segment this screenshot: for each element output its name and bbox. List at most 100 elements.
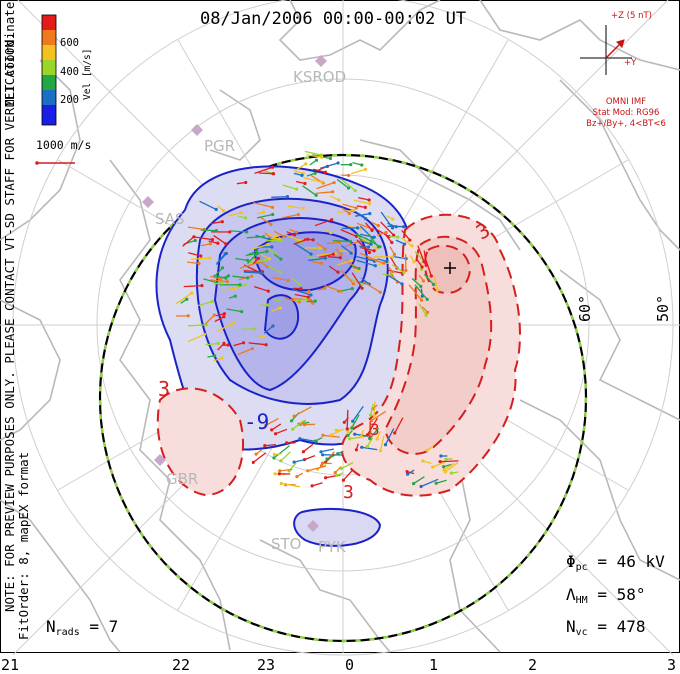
velocity-vector-origin <box>313 299 317 303</box>
velocity-vector <box>433 276 438 291</box>
velocity-vector <box>187 261 200 265</box>
velocity-vector <box>260 216 272 226</box>
velocity-vector-origin <box>255 251 259 256</box>
velocity-vector-origin <box>253 327 257 331</box>
velocity-vector <box>365 222 373 231</box>
velocity-vector-origin <box>296 213 300 217</box>
velocity-vector-origin <box>271 165 275 169</box>
velocity-vector-origin <box>306 295 310 299</box>
velocity-vector <box>227 211 242 217</box>
velocity-vector-origin <box>442 465 446 469</box>
stat-nvc-sub: vc <box>575 627 588 638</box>
velocity-vector-origin <box>350 287 354 291</box>
velocity-vector-origin <box>370 228 374 232</box>
velocity-vector-origin <box>261 235 265 239</box>
velocity-vector <box>355 232 372 242</box>
stat-phi: Φpc = 46 kV <box>566 552 665 573</box>
velocity-vector-origin <box>219 277 223 281</box>
velocity-vector-origin <box>292 414 296 418</box>
velocity-vector-origin <box>369 239 373 243</box>
disclaimer-note: NOTE: FOR PREVIEW PURPOSES ONLY. PLEASE … <box>2 32 17 612</box>
velocity-vector-origin <box>197 261 201 266</box>
velocity-vector <box>374 261 389 267</box>
velocity-vector-origin <box>222 341 226 345</box>
velocity-vector-origin <box>242 341 246 345</box>
velocity-vector-origin <box>214 229 218 233</box>
velocity-vector-origin <box>226 343 230 347</box>
velocity-vector-origin <box>265 249 269 254</box>
velocity-vector <box>360 246 375 252</box>
velocity-vector-origin <box>328 156 333 161</box>
velocity-vector-origin <box>256 256 261 260</box>
velocity-vector <box>302 185 317 196</box>
velocity-vector <box>281 482 301 488</box>
velocity-vector <box>313 168 326 173</box>
velocity-vector-origin <box>186 314 190 318</box>
velocity-vector <box>356 239 370 253</box>
velocity-vector <box>204 314 215 325</box>
velocity-vector-origin <box>292 233 297 237</box>
velocity-vector-origin <box>267 257 271 261</box>
velocity-vector-origin <box>420 265 424 269</box>
velocity-vector-origin <box>266 303 270 307</box>
velocity-vector-origin <box>298 437 302 441</box>
velocity-vector-origin <box>202 332 207 336</box>
stat-nrads: Nrads = 7 <box>46 617 118 638</box>
velocity-vector-origin <box>385 259 389 263</box>
velocity-vector-origin <box>264 258 268 262</box>
velocity-vector-origin <box>338 256 342 260</box>
velocity-vector-origin <box>295 187 299 191</box>
velocity-vector-origin <box>279 257 283 261</box>
velocity-vector <box>329 195 340 201</box>
velocity-vector-origin <box>240 310 244 314</box>
velocity-vector <box>342 203 357 209</box>
coastlines <box>0 0 680 653</box>
velocity-vector-origin <box>331 252 335 256</box>
velocity-vector <box>349 435 367 440</box>
velocity-vector-origin <box>238 283 242 287</box>
station-marker-pgr <box>191 124 203 136</box>
station-label-sto: STO <box>271 535 302 553</box>
stat-nvc-value: = 478 <box>597 617 646 636</box>
velocity-vector-origin <box>272 456 276 460</box>
map-title: 08/Jan/2006 00:00-00:02 UT <box>200 9 467 29</box>
velocity-vector-origin <box>391 270 395 274</box>
velocity-vector <box>243 271 262 274</box>
velocity-vector-origin <box>271 172 276 176</box>
velocity-vector-origin <box>239 211 243 215</box>
velocity-vector <box>282 184 297 190</box>
velocity-vector <box>230 230 247 233</box>
velocity-vector <box>271 423 282 431</box>
velocity-vector-origin <box>443 470 447 474</box>
station-marker-gbr <box>154 454 166 466</box>
velocity-vector <box>307 465 326 472</box>
velocity-vector-origin <box>282 234 286 238</box>
velocity-vector-origin <box>278 306 282 310</box>
velocity-vector-origin <box>360 445 364 449</box>
velocity-vectors <box>175 150 459 489</box>
velocity-vector <box>284 233 301 241</box>
velocity-vector-origin <box>356 226 360 230</box>
velocity-vector <box>342 469 354 481</box>
velocity-vector-origin <box>376 224 380 228</box>
velocity-vector-origin <box>314 193 318 197</box>
velocity-vector <box>200 229 217 232</box>
velocity-vector <box>311 482 323 487</box>
velocity-vector-origin <box>354 448 358 452</box>
velocity-vector <box>264 443 277 447</box>
velocity-vector-origin <box>270 245 274 249</box>
velocity-vector-origin <box>353 432 357 436</box>
velocity-vector <box>340 269 354 285</box>
velocity-vector <box>254 166 273 175</box>
station-markers <box>142 55 327 532</box>
velocity-vector-origin <box>374 258 378 262</box>
velocity-vector-origin <box>329 231 333 235</box>
velocity-vector <box>326 450 344 460</box>
velocity-vector <box>253 202 273 208</box>
velocity-vector-origin <box>254 452 258 456</box>
velocity-vector-origin <box>199 254 203 258</box>
velocity-vector-origin <box>233 294 237 298</box>
station-label-pgr: PGR <box>204 137 236 155</box>
velocity-vector-origin <box>301 450 305 454</box>
velocity-vector <box>425 258 432 277</box>
